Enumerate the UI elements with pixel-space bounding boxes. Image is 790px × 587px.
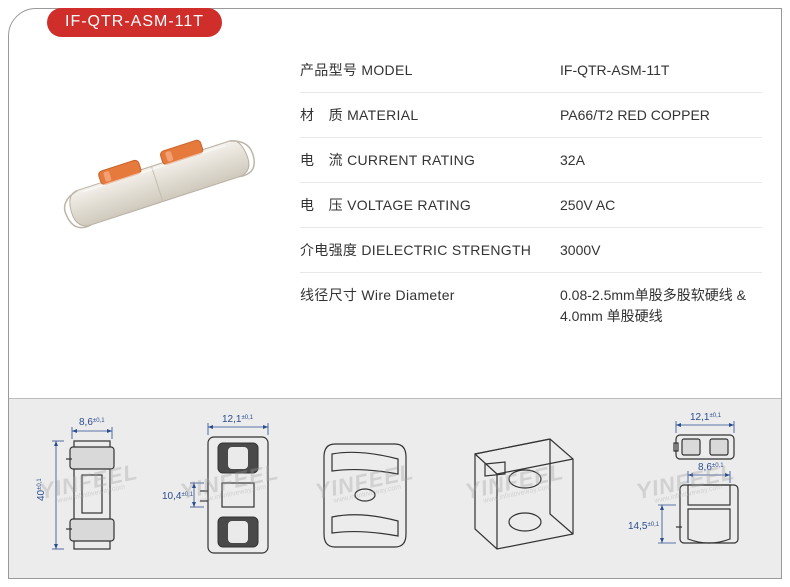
drawing-left-side: 8,6±0,1 40±0,1 YINFEELwww.infinitiveway.…: [34, 409, 139, 569]
drawing-profile: YINFEELwww.infinitiveway.com: [310, 409, 425, 569]
svg-text:12,1±0,1: 12,1±0,1: [222, 414, 254, 425]
spec-value: 32A: [560, 150, 762, 171]
spec-value: 3000V: [560, 240, 762, 261]
drawings-bar: 8,6±0,1 40±0,1 YINFEELwww.infinitiveway.…: [9, 398, 781, 578]
svg-text:8,6±0,1: 8,6±0,1: [698, 462, 724, 473]
svg-text:12,1±0,1: 12,1±0,1: [690, 412, 722, 423]
spec-value: IF-QTR-ASM-11T: [560, 60, 762, 81]
spec-row: 材 质 MATERIAL PA66/T2 RED COPPER: [300, 93, 762, 138]
drawing-top-side: 12,1±0,1 8,6±0,1 14,5±0,1 YIN: [606, 409, 756, 569]
model-badge-text: IF-QTR-ASM-11T: [65, 13, 204, 30]
drawing-front: 12,1±0,1 10,4±0,1 YINFEELwww.infinitivew…: [160, 409, 290, 569]
spec-label: 产品型号 MODEL: [300, 60, 560, 80]
drawing-iso: YINFEELwww.infinitiveway.com: [445, 409, 585, 569]
spec-label: 介电强度 DIELECTRIC STRENGTH: [300, 240, 560, 260]
product-svg: [48, 110, 268, 250]
spec-row: 线径尺寸 Wire Diameter 0.08-2.5mm单股多股软硬线 & 4…: [300, 273, 762, 338]
spec-row: 电 压 VOLTAGE RATING 250V AC: [300, 183, 762, 228]
svg-text:8,6±0,1: 8,6±0,1: [79, 417, 105, 428]
svg-text:10,4±0,1: 10,4±0,1: [162, 491, 194, 502]
svg-text:14,5±0,1: 14,5±0,1: [628, 521, 660, 532]
spec-label: 材 质 MATERIAL: [300, 105, 560, 125]
svg-text:40±0,1: 40±0,1: [36, 477, 47, 500]
spec-label: 线径尺寸 Wire Diameter: [300, 285, 560, 305]
spec-label: 电 流 CURRENT RATING: [300, 150, 560, 170]
spec-value: 250V AC: [560, 195, 762, 216]
product-render: [48, 110, 268, 250]
spec-row: 产品型号 MODEL IF-QTR-ASM-11T: [300, 48, 762, 93]
spec-table: 产品型号 MODEL IF-QTR-ASM-11T 材 质 MATERIAL P…: [300, 48, 762, 338]
spec-row: 介电强度 DIELECTRIC STRENGTH 3000V: [300, 228, 762, 273]
spec-value: 0.08-2.5mm单股多股软硬线 & 4.0mm 单股硬线: [560, 285, 762, 327]
top-area: 产品型号 MODEL IF-QTR-ASM-11T 材 质 MATERIAL P…: [8, 40, 782, 397]
spec-row: 电 流 CURRENT RATING 32A: [300, 138, 762, 183]
spec-label: 电 压 VOLTAGE RATING: [300, 195, 560, 215]
spec-value: PA66/T2 RED COPPER: [560, 105, 762, 126]
model-badge: IF-QTR-ASM-11T: [47, 8, 222, 37]
